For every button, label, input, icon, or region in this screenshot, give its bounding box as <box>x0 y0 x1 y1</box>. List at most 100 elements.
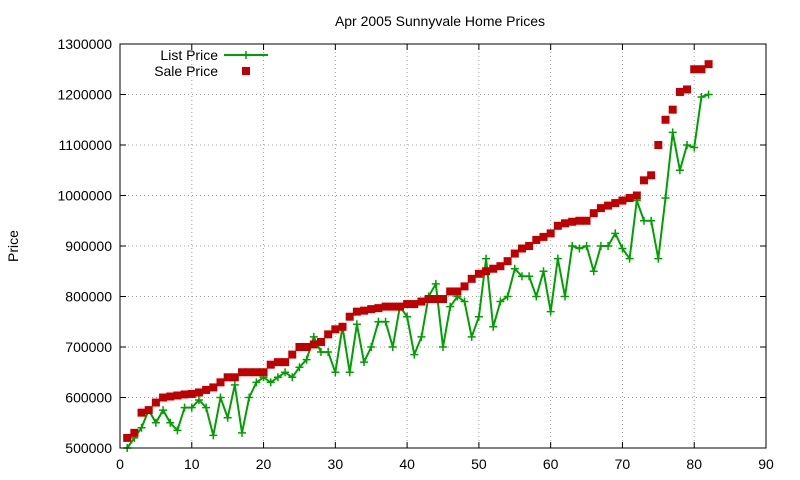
x-tick-label: 40 <box>399 456 415 472</box>
sale-price-point <box>417 297 426 306</box>
list-price-point <box>374 317 383 326</box>
series-layer <box>123 60 713 452</box>
list-price-point <box>697 93 706 102</box>
sale-price-point <box>345 312 354 321</box>
sale-price-point <box>223 373 232 382</box>
sale-price-point <box>123 433 132 442</box>
list-price-point <box>352 320 361 329</box>
list-price-point <box>654 254 663 263</box>
sale-price-point <box>446 287 455 296</box>
sale-price-point <box>510 249 519 258</box>
list-price-point <box>238 428 247 437</box>
list-price-point <box>539 267 548 276</box>
sale-price-point <box>503 257 512 266</box>
sale-price-point <box>295 343 304 351</box>
list-price-point <box>309 332 318 341</box>
sale-price-point <box>403 300 412 309</box>
y-tick-label: 1000000 <box>57 188 112 204</box>
list-price-point <box>360 358 369 367</box>
list-price-point <box>503 292 512 301</box>
sale-price-point <box>245 368 254 377</box>
list-price-point <box>252 378 261 387</box>
list-price-point <box>223 413 232 422</box>
list-price-point <box>266 378 275 387</box>
chart-title: Apr 2005 Sunnyvale Home Prices <box>335 13 545 29</box>
sale-price-point <box>424 295 433 304</box>
sale-price-point <box>352 307 361 316</box>
list-price-point <box>704 90 713 99</box>
list-price-point <box>589 267 598 276</box>
y-tick-label: 1100000 <box>59 137 113 153</box>
sale-price-point <box>238 368 247 377</box>
sale-price-point <box>489 264 498 273</box>
x-tick-label: 10 <box>184 456 200 472</box>
x-tick-label: 50 <box>471 456 487 472</box>
sale-price-point <box>474 269 483 278</box>
series-sale-price <box>123 60 713 442</box>
sale-price-point <box>439 295 447 304</box>
sale-price-point <box>230 373 239 382</box>
list-price-point <box>668 128 677 137</box>
sale-price-point <box>209 383 218 392</box>
list-price-point <box>489 322 498 331</box>
sale-price-point <box>704 60 713 69</box>
list-price-point <box>525 272 534 281</box>
plot-frame <box>119 43 767 449</box>
sale-price-point <box>202 385 211 394</box>
list-price-point <box>618 244 627 253</box>
sale-price-point <box>395 302 404 311</box>
list-price-point <box>496 297 505 306</box>
list-price-point <box>690 143 699 152</box>
list-price-point <box>151 418 160 427</box>
list-price-point <box>403 312 412 321</box>
sale-price-point <box>338 322 347 331</box>
sale-price-point <box>589 209 598 218</box>
list-price-point <box>582 242 591 250</box>
sale-price-point <box>632 191 641 200</box>
sale-price-point <box>144 406 153 415</box>
list-price-point <box>194 396 203 405</box>
list-price-point <box>345 368 354 377</box>
list-price-point <box>388 343 397 351</box>
sale-price-point <box>302 343 311 351</box>
sale-price-point <box>324 330 333 339</box>
x-tick-label: 60 <box>543 456 559 472</box>
sale-price-point <box>625 194 634 203</box>
sale-price-point <box>431 295 440 304</box>
list-price-point <box>331 368 340 377</box>
sale-price-point <box>309 340 318 349</box>
sale-price-point <box>216 378 225 387</box>
sale-price-point <box>568 217 577 226</box>
series-list-price <box>123 90 713 452</box>
list-price-point <box>367 343 376 351</box>
y-tick-label: 800000 <box>65 289 112 305</box>
sale-price-point <box>194 388 203 397</box>
sale-price-point <box>561 219 570 228</box>
sale-price-point <box>460 282 469 291</box>
list-price-point <box>273 373 282 382</box>
sale-price-point <box>697 65 706 74</box>
sale-price-point <box>180 390 189 399</box>
y-tick-label: 500000 <box>65 440 112 456</box>
y-tick-label: 1300000 <box>57 36 112 52</box>
sale-price-point <box>173 391 182 400</box>
list-price-point <box>446 302 455 311</box>
list-price-point <box>575 244 584 253</box>
sale-price-point <box>647 171 656 180</box>
sale-price-point <box>410 300 419 309</box>
list-price-point <box>661 194 670 203</box>
list-price-point <box>604 242 613 250</box>
list-price-point <box>302 355 311 364</box>
list-price-point <box>431 279 440 288</box>
x-tick-label: 70 <box>615 456 631 472</box>
sale-price-point <box>137 408 146 417</box>
sale-price-point <box>604 201 613 210</box>
sale-price-point <box>546 229 555 238</box>
axis-ticks: 0 10 20 30 40 50 60 70 80 90 500000 600000 700000 800… <box>57 36 774 472</box>
list-price-point <box>482 254 491 263</box>
list-price-point <box>553 254 562 263</box>
list-price-point <box>288 373 297 382</box>
list-price-point <box>202 403 211 412</box>
sale-price-point <box>374 304 383 313</box>
list-price-point <box>625 254 634 263</box>
